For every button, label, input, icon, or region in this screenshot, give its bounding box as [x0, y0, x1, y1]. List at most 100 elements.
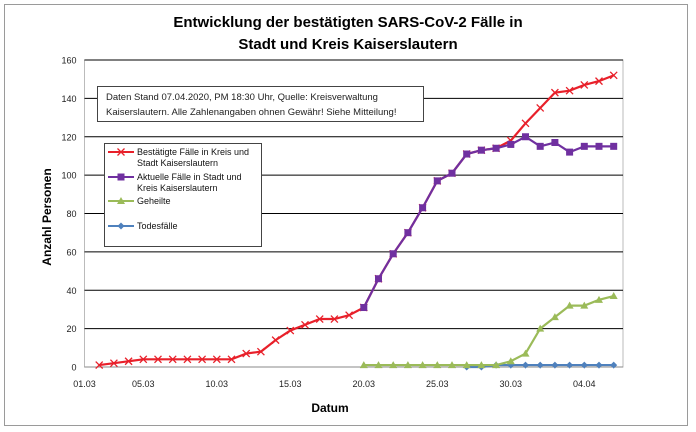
data-point: [154, 355, 162, 364]
y-tick-label: 20: [66, 324, 76, 334]
y-tick-label: 80: [66, 209, 76, 219]
data-point: [595, 295, 603, 303]
data-point: [448, 169, 456, 177]
data-point: [124, 357, 133, 366]
data-point: [212, 355, 221, 364]
x-marker: [580, 80, 589, 89]
data-point: [609, 292, 618, 300]
x-marker: [330, 315, 339, 323]
x-marker: [154, 355, 162, 364]
data-point: [389, 250, 397, 258]
data-point: [507, 140, 515, 148]
x-tick-label: 30.03: [500, 379, 523, 389]
x-tick-label: 25.03: [426, 379, 449, 389]
data-point: [183, 355, 192, 364]
data-point: [580, 301, 589, 309]
data-point: [330, 315, 339, 323]
data-point: [580, 80, 589, 89]
data-point: [580, 361, 588, 369]
legend-markers: [108, 148, 134, 230]
x-marker: [536, 104, 545, 112]
data-point: [536, 361, 544, 369]
y-axis-label: Anzahl Personen: [40, 168, 54, 266]
data-point: [109, 359, 118, 368]
x-marker: [109, 359, 118, 368]
note-line-1: Daten Stand 07.04.2020, PM 18:30 Uhr, Qu…: [106, 92, 378, 103]
legend-entry-confirmed: Bestätigte Fälle in Kreis und Stadt Kaise…: [137, 147, 249, 169]
data-point: [315, 315, 324, 323]
legend: Bestätigte Fälle in Kreis und Stadt Kaise…: [104, 143, 262, 247]
x-marker: [565, 86, 574, 95]
x-marker: [242, 349, 251, 358]
x-marker: [286, 326, 295, 335]
data-point: [609, 71, 618, 80]
x-marker: [345, 311, 354, 320]
data-point: [595, 361, 603, 369]
x-marker: [550, 88, 559, 97]
data-point: [566, 148, 574, 156]
y-tick-label: 0: [71, 363, 76, 373]
y-tick-label: 160: [61, 56, 76, 66]
legend-text: Bestätigte Fälle in Kreis und: [137, 147, 250, 157]
legend-marker: [117, 148, 125, 156]
data-point: [580, 142, 588, 150]
y-tick-label: 60: [66, 247, 76, 257]
x-marker: [212, 355, 221, 364]
data-point: [419, 204, 427, 212]
x-marker: [117, 148, 125, 156]
data-point: [271, 336, 280, 345]
data-point: [345, 311, 354, 320]
data-point: [610, 361, 618, 369]
data-point: [198, 355, 207, 364]
legend-marker: [117, 222, 125, 230]
x-tick-label: 05.03: [132, 379, 155, 389]
data-point: [506, 357, 515, 365]
data-point: [551, 139, 559, 147]
x-tick-label: 04.04: [573, 379, 596, 389]
data-point: [286, 326, 295, 335]
x-marker: [301, 320, 309, 329]
data-point: [242, 349, 251, 358]
data-point: [404, 229, 412, 237]
series-line: [363, 294, 614, 367]
data-point: [566, 361, 574, 369]
data-point: [462, 361, 471, 369]
x-tick-label: 10.03: [206, 379, 229, 389]
x-marker: [95, 361, 104, 370]
data-point: [418, 361, 427, 369]
legend-text: Geheilte: [137, 196, 171, 206]
y-tick-label: 140: [61, 94, 76, 104]
data-point: [477, 361, 486, 369]
data-point: [227, 355, 236, 364]
x-marker: [271, 336, 280, 345]
data-point: [448, 361, 456, 369]
legend-text: Stadt Kaiserslautern: [137, 158, 219, 168]
data-point: [477, 146, 485, 154]
data-point: [595, 77, 603, 86]
data-point: [463, 150, 471, 158]
y-tick-label: 120: [61, 132, 76, 142]
data-point: [550, 88, 559, 97]
data-point: [536, 324, 545, 332]
series-line: [362, 135, 614, 309]
data-point: [610, 142, 618, 150]
data-point: [536, 142, 544, 150]
chart-title-line-2: Stadt und Kreis Kaiserslautern: [238, 36, 458, 53]
x-marker: [227, 355, 236, 364]
data-source-note: Daten Stand 07.04.2020, PM 18:30 Uhr, Qu…: [97, 86, 424, 122]
data-point: [492, 144, 500, 152]
data-point: [522, 133, 529, 141]
legend-text: Kreis Kaiserslautern: [137, 183, 218, 193]
x-marker: [183, 355, 192, 364]
data-point: [360, 304, 368, 312]
data-point: [374, 361, 383, 369]
legend-entry-deaths: Todesfälle: [137, 221, 178, 232]
x-marker: [198, 355, 207, 364]
data-point: [550, 313, 559, 321]
x-tick-label: 15.03: [279, 379, 302, 389]
x-axis-label: Datum: [311, 401, 349, 415]
data-point: [168, 355, 177, 364]
data-point: [521, 349, 530, 357]
data-point: [536, 104, 545, 112]
x-marker: [315, 315, 324, 323]
